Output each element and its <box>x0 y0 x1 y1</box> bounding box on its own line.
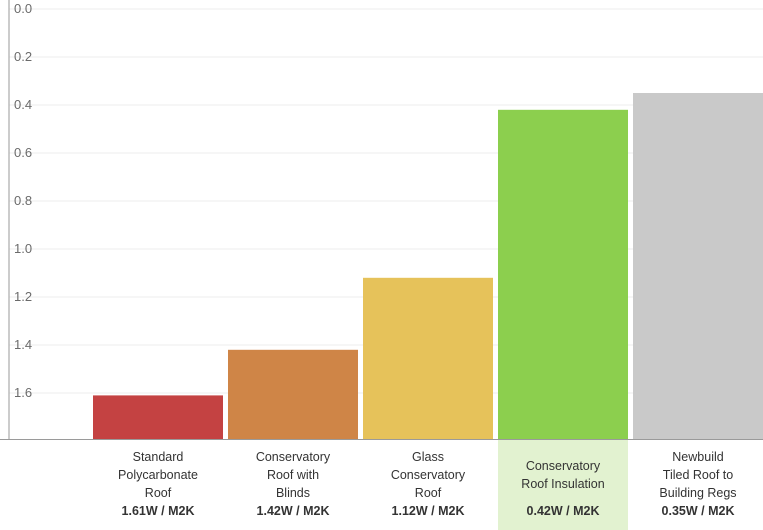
y-tick-label: 0.0 <box>14 1 32 16</box>
category-label-2: Glass Conservatory Roof 1.12W / M2K <box>363 440 493 530</box>
bar-1 <box>228 349 358 440</box>
bar-0 <box>93 395 223 440</box>
category-value-label: 1.12W / M2K <box>391 504 465 518</box>
category-label-4: Newbuild Tiled Roof to Building Regs 0.35… <box>633 440 763 530</box>
category-name: Glass Conservatory Roof <box>390 450 466 500</box>
bars <box>93 93 763 440</box>
y-tick-label: 1.0 <box>14 241 32 256</box>
category-value-label: 0.35W / M2K <box>661 504 735 518</box>
bar-4 <box>633 93 763 440</box>
category-label-0: Standard Polycarbonate Roof 1.61W / M2K <box>93 440 223 530</box>
y-tick-label: 0.8 <box>14 193 32 208</box>
category-value-label: 1.42W / M2K <box>256 504 330 518</box>
y-tick-label: 1.4 <box>14 337 32 352</box>
y-tick-label: 0.2 <box>14 49 32 64</box>
y-tick-label: 0.6 <box>14 145 32 160</box>
category-value-label: 1.61W / M2K <box>121 504 195 518</box>
y-axis-ticks: 0.0 0.2 0.4 0.6 0.8 1.0 1.2 1.4 1.6 <box>14 1 32 400</box>
category-label-3: Conservatory Roof Insulation 0.42W / M2K <box>498 440 628 530</box>
category-name: Conservatory Roof with Blinds <box>255 450 331 500</box>
category-name: Standard Polycarbonate Roof <box>118 450 198 500</box>
category-name: Newbuild Tiled Roof to Building Regs <box>659 450 737 500</box>
bar-2 <box>363 277 493 440</box>
y-tick-label: 1.6 <box>14 385 32 400</box>
category-name: Conservatory Roof Insulation <box>521 459 605 491</box>
category-label-1: Conservatory Roof with Blinds 1.42W / M2K <box>228 440 358 530</box>
y-tick-label: 0.4 <box>14 97 32 112</box>
bar-chart: 0.0 0.2 0.4 0.6 0.8 1.0 1.2 1.4 1.6 <box>0 0 763 440</box>
bar-3 <box>498 109 628 440</box>
category-value-label: 0.42W / M2K <box>526 504 600 518</box>
y-tick-label: 1.2 <box>14 289 32 304</box>
